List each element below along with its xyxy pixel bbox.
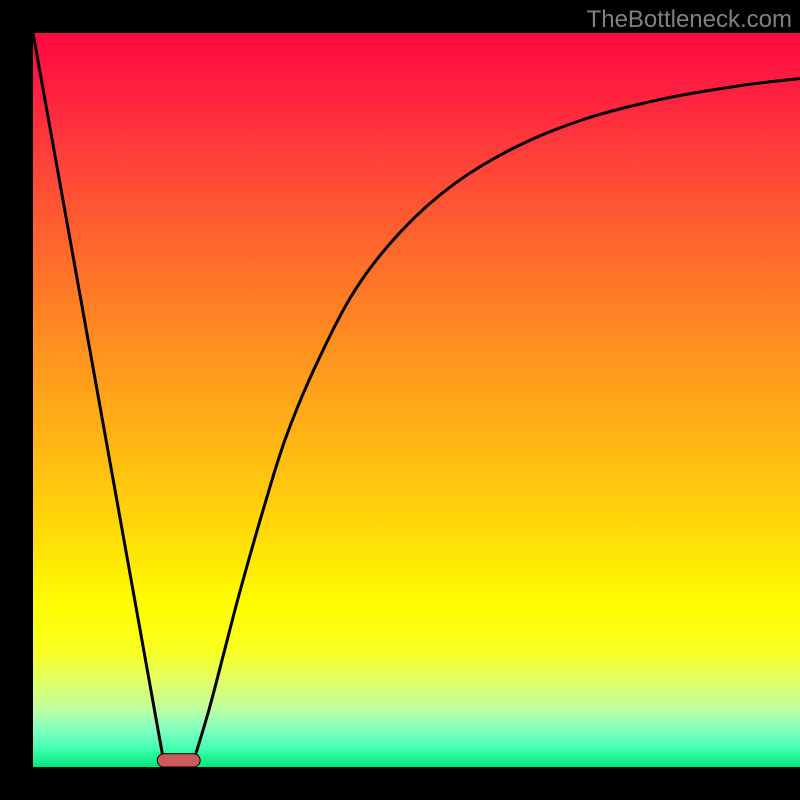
gradient-plot-area bbox=[33, 33, 800, 767]
chart-container: TheBottleneck.com bbox=[0, 0, 800, 800]
watermark-label: TheBottleneck.com bbox=[587, 6, 792, 34]
chart-svg bbox=[0, 0, 800, 800]
minimum-marker bbox=[157, 754, 200, 767]
